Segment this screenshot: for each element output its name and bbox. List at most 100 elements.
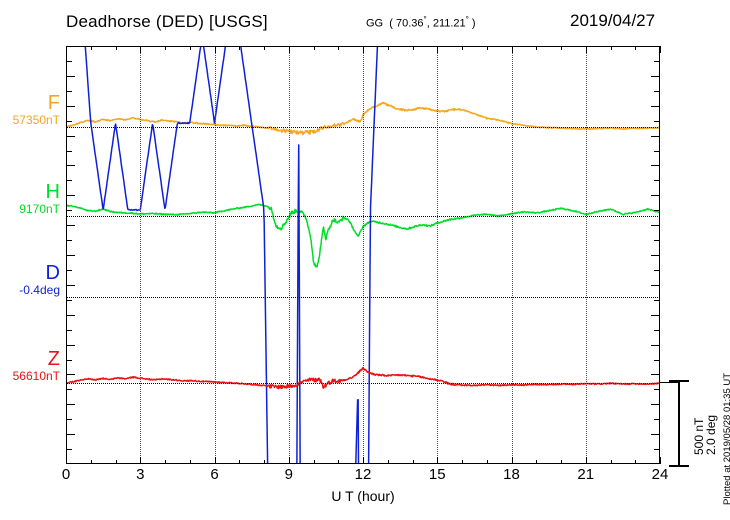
y-tick-left-4 — [66, 105, 75, 107]
baseline-F — [66, 127, 660, 128]
y-tick-left-26 — [66, 434, 75, 436]
x-tick-bot-5 — [189, 460, 191, 464]
y-tick-left-20 — [66, 344, 75, 346]
x-tick-bot-11 — [338, 460, 340, 464]
page-title: Deadhorse (DED) [USGS] — [66, 12, 268, 31]
y-tick-right-20 — [651, 344, 660, 346]
degree-icon-lon: ° — [465, 15, 469, 24]
x-tick-top-4 — [165, 46, 166, 50]
gridline-hour-6 — [214, 46, 216, 464]
x-tick-top-2 — [115, 46, 117, 50]
y-tick-right-16 — [651, 284, 660, 286]
y-tick-right-8 — [651, 165, 660, 167]
y-tick-right-18 — [651, 314, 660, 316]
x-tick-bot-1 — [90, 460, 92, 464]
y-tick-right-4 — [651, 105, 660, 107]
gridline-hour-9 — [288, 46, 290, 464]
component-value-H: 9170nT — [19, 202, 60, 216]
scale-bar-bottom-cap — [669, 465, 689, 467]
y-tick-left-13 — [66, 240, 72, 242]
baseline-H — [66, 216, 660, 217]
x-tick-top-0 — [66, 46, 67, 53]
scale-bar-deg-label: 2.0 deg — [704, 414, 718, 455]
component-value-F: 57350nT — [12, 113, 60, 127]
x-tick-bot-8 — [264, 460, 265, 464]
x-tick-bot-17 — [486, 460, 488, 464]
component-label-Z: Z 56610nT — [0, 349, 60, 383]
x-tick-label-15: 15 — [428, 466, 446, 483]
y-tick-right-11 — [654, 210, 660, 212]
geo-open-paren: ( — [386, 17, 396, 30]
x-tick-bot-0 — [66, 457, 67, 464]
y-tick-left-15 — [66, 269, 72, 271]
x-tick-label-24: 24 — [651, 466, 669, 483]
component-name-Z: Z — [47, 348, 60, 370]
x-tick-label-3: 3 — [136, 466, 145, 483]
trace-D — [84, 46, 379, 464]
x-tick-top-23 — [635, 46, 637, 50]
geo-close-paren: ) — [468, 17, 476, 30]
geographic-coordinates: GG ( 70.36°, 211.21° ) — [366, 15, 476, 30]
component-name-F: F — [47, 92, 60, 114]
x-tick-bot-9 — [288, 457, 290, 464]
geo-separator: , — [426, 17, 433, 30]
scale-bar — [669, 380, 689, 467]
y-tick-right-22 — [651, 374, 660, 376]
y-tick-right-5 — [654, 120, 660, 122]
plotted-at-timestamp: Plotted at 2019/05/28 01:35 UT — [722, 372, 730, 505]
x-tick-bot-13 — [387, 460, 389, 464]
y-tick-right-25 — [654, 419, 660, 421]
x-tick-label-0: 0 — [61, 466, 71, 483]
y-tick-right-6 — [651, 135, 660, 137]
x-tick-top-6 — [214, 46, 216, 53]
y-tick-left-19 — [66, 329, 72, 331]
plot-area — [66, 46, 661, 464]
x-tick-top-22 — [610, 46, 612, 50]
x-tick-label-18: 18 — [503, 466, 520, 483]
y-tick-left-1 — [66, 60, 72, 62]
x-tick-top-10 — [313, 46, 315, 50]
y-tick-left-14 — [66, 255, 75, 256]
x-tick-top-3 — [140, 46, 142, 53]
gridline-hour-18 — [511, 46, 513, 464]
x-tick-top-21 — [585, 46, 587, 53]
x-tick-top-7 — [239, 46, 241, 50]
y-tick-right-9 — [654, 180, 660, 182]
x-tick-top-20 — [561, 46, 562, 50]
gridline-hour-15 — [437, 46, 439, 464]
y-tick-left-27 — [66, 449, 72, 451]
x-tick-label-21: 21 — [577, 466, 595, 483]
x-tick-top-19 — [536, 46, 538, 50]
x-tick-bot-4 — [165, 460, 166, 464]
x-tick-bot-21 — [585, 457, 587, 464]
x-tick-bot-2 — [115, 460, 117, 464]
component-value-Z: 56610nT — [12, 369, 60, 383]
x-tick-bot-15 — [437, 457, 439, 464]
y-tick-left-10 — [66, 195, 75, 197]
component-label-H: H 9170nT — [0, 182, 60, 216]
y-tick-left-22 — [66, 374, 75, 376]
x-tick-top-8 — [264, 46, 265, 50]
y-tick-right-17 — [654, 299, 660, 301]
x-tick-top-9 — [288, 46, 290, 53]
y-tick-right-24 — [651, 404, 660, 406]
x-tick-label-12: 12 — [354, 466, 372, 483]
x-tick-bot-19 — [536, 460, 538, 464]
x-tick-bot-12 — [363, 457, 364, 464]
plot-date: 2019/04/27 — [570, 11, 656, 30]
x-tick-bot-7 — [239, 460, 241, 464]
y-tick-left-23 — [66, 389, 72, 391]
y-tick-left-18 — [66, 314, 75, 316]
component-label-F: F 57350nT — [0, 93, 60, 127]
y-tick-left-25 — [66, 419, 72, 421]
y-tick-left-5 — [66, 120, 72, 122]
y-tick-right-15 — [654, 269, 660, 271]
y-tick-right-1 — [654, 60, 660, 62]
y-tick-right-23 — [654, 389, 660, 391]
y-tick-right-14 — [651, 255, 660, 256]
x-tick-top-18 — [511, 46, 513, 53]
component-name-H: H — [45, 181, 60, 203]
component-label-D: D -0.4deg — [0, 263, 60, 297]
y-tick-right-2 — [651, 75, 660, 77]
